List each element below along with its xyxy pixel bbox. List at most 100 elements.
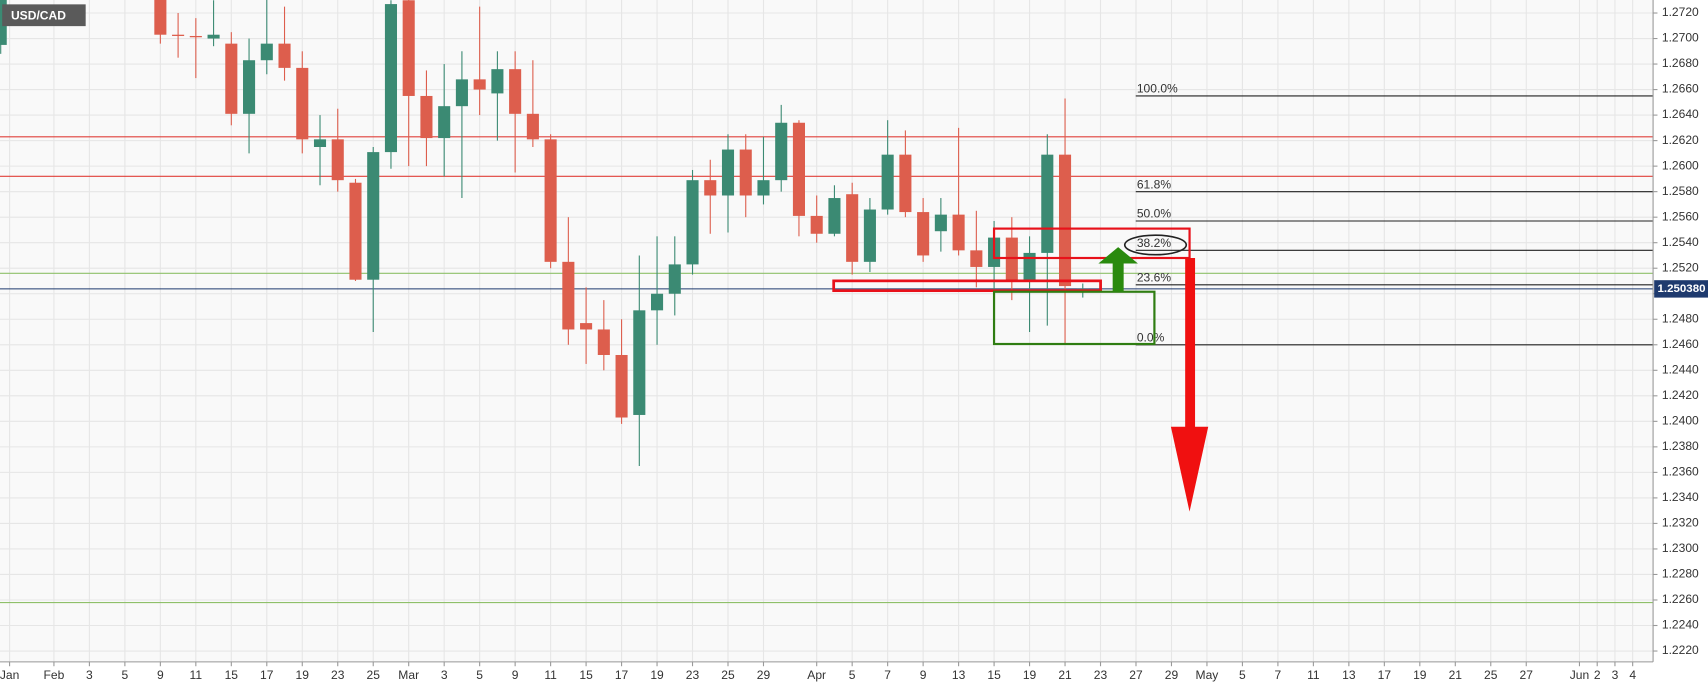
- candle-body: [207, 34, 220, 39]
- candle-body: [934, 214, 947, 232]
- x-tick-label: 11: [544, 668, 557, 682]
- candle-body: [296, 67, 309, 140]
- x-tick-label: 2: [1594, 668, 1601, 682]
- plot-background: [0, 0, 1653, 662]
- x-tick-label: May: [1196, 668, 1219, 682]
- candle-body: [775, 122, 788, 181]
- x-tick-label: 25: [1484, 668, 1498, 682]
- y-tick-label: 1.2480: [1662, 311, 1699, 325]
- y-tick-label: 1.2580: [1662, 184, 1699, 198]
- y-tick-label: 1.2340: [1662, 490, 1699, 504]
- fib-label: 0.0%: [1137, 330, 1165, 344]
- y-tick-label: 1.2560: [1662, 209, 1699, 223]
- y-tick-label: 1.2540: [1662, 235, 1699, 249]
- x-tick-label: 3: [1612, 668, 1619, 682]
- candle-body: [952, 214, 965, 251]
- candle-body: [580, 323, 593, 330]
- candle-body: [260, 43, 273, 61]
- x-tick-label: 17: [260, 668, 274, 682]
- x-tick-label: 21: [1449, 668, 1463, 682]
- candle-body: [154, 0, 167, 35]
- y-tick-label: 1.2600: [1662, 158, 1699, 172]
- y-tick-label: 1.2300: [1662, 541, 1699, 555]
- x-tick-label: 19: [1413, 668, 1427, 682]
- x-tick-label: 19: [650, 668, 664, 682]
- x-tick-label: Apr: [807, 668, 826, 682]
- candle-body: [278, 43, 291, 68]
- candle-body: [881, 154, 894, 210]
- x-tick-label: 21: [1058, 668, 1072, 682]
- fib-label: 23.6%: [1137, 270, 1172, 284]
- chart-title: USD/CAD: [11, 9, 66, 23]
- x-tick-label: 3: [441, 668, 448, 682]
- fib-label: 100.0%: [1137, 82, 1178, 96]
- plot: 100.0% 61.8% 50.0% 38.2% 23.6% 0.0%: [0, 0, 1654, 604]
- candle-body: [651, 293, 664, 311]
- candle-body: [739, 149, 752, 196]
- y-tick-label: 1.2420: [1662, 388, 1699, 402]
- x-tick-label: Jun: [1570, 668, 1589, 682]
- last-price-badge: [1654, 280, 1708, 298]
- x-tick-label: 5: [849, 668, 856, 682]
- x-tick-label: 3: [86, 668, 93, 682]
- candle-body: [828, 198, 841, 234]
- candle-body: [562, 261, 575, 330]
- x-tick-label: 9: [157, 668, 164, 682]
- up-arrow: [1098, 247, 1138, 292]
- x-tick-label: 13: [1342, 668, 1356, 682]
- x-tick-label: 7: [884, 668, 891, 682]
- candle-body: [757, 180, 770, 196]
- candle-body: [526, 113, 539, 140]
- x-tick-label: 25: [721, 668, 735, 682]
- x-tick-label: 5: [122, 668, 129, 682]
- x-tick-label: 15: [579, 668, 593, 682]
- x-tick-label: 19: [296, 668, 310, 682]
- candle-body: [846, 194, 859, 262]
- y-tick-label: 1.2620: [1662, 133, 1699, 147]
- candle-body: [1005, 237, 1018, 281]
- y-tick-label: 1.2720: [1662, 5, 1699, 19]
- candle-body: [349, 182, 362, 280]
- candle-body: [1041, 154, 1054, 253]
- candle-body: [1058, 154, 1072, 287]
- candle-body: [597, 329, 610, 355]
- candle-body: [863, 209, 876, 262]
- candle-body: [792, 122, 805, 216]
- x-tick-label: 15: [225, 668, 239, 682]
- x-tick-label: Feb: [44, 668, 65, 682]
- x-tick-label: Jan: [0, 668, 19, 682]
- x-tick-label: 7: [1275, 668, 1282, 682]
- fib-label: 38.2%: [1137, 236, 1172, 250]
- range-box: [992, 290, 1156, 346]
- fib-label: 50.0%: [1137, 207, 1172, 221]
- y-tick-label: 1.2400: [1662, 414, 1699, 428]
- candle-body: [491, 69, 504, 94]
- axes: 1.2220 1.2240 1.2260 1.2280 1.2300 1.2320 1.23…: [0, 5, 1708, 682]
- resistance-box: [992, 227, 1191, 260]
- support-box: [832, 279, 1102, 293]
- x-tick-label: 17: [1378, 668, 1392, 682]
- x-tick-label: 15: [987, 668, 1001, 682]
- grid: [0, 0, 1654, 662]
- candle-body: [544, 139, 557, 262]
- x-tick-label: 4: [1629, 668, 1636, 682]
- y-tick-label: 1.2640: [1662, 107, 1699, 121]
- x-tick-label: 5: [1239, 668, 1246, 682]
- y-tick-label: 1.2440: [1662, 363, 1699, 377]
- y-tick-label: 1.2260: [1662, 592, 1699, 606]
- x-tick-label: 25: [367, 668, 381, 682]
- y-tick-label: 1.2680: [1662, 56, 1699, 70]
- x-tick-label: 29: [1165, 668, 1179, 682]
- candle-body: [473, 79, 486, 90]
- candle-body: [917, 212, 930, 256]
- candle-body: [420, 95, 433, 139]
- fib-label: 61.8%: [1137, 177, 1172, 191]
- y-tick-label: 1.2460: [1662, 337, 1699, 351]
- y-tick-label: 1.2280: [1662, 567, 1699, 581]
- x-tick-label: 13: [952, 668, 966, 682]
- fib-highlight: [1123, 234, 1188, 256]
- y-tick-label: 1.2520: [1662, 260, 1699, 274]
- down-arrow: [1170, 258, 1209, 512]
- candle-body: [509, 69, 522, 114]
